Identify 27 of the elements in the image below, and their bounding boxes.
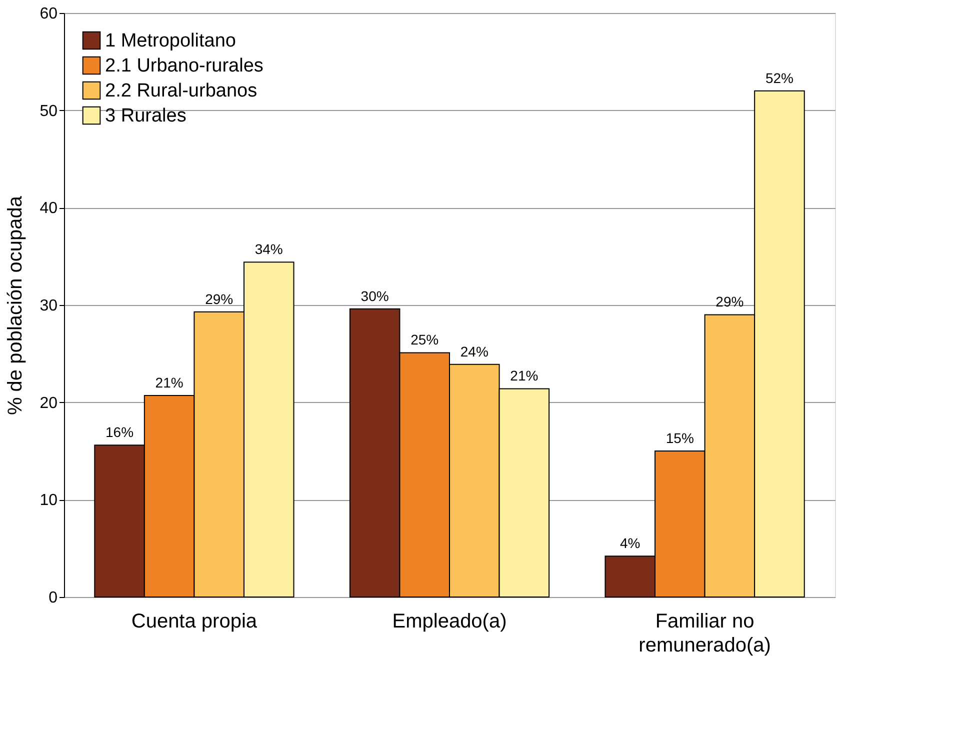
y-tick-label: 20: [40, 394, 58, 412]
legend-label: 3 Rurales: [105, 106, 186, 126]
data-label: 25%: [410, 332, 439, 348]
y-tick-label: 60: [40, 6, 58, 22]
y-tick-label: 50: [40, 102, 58, 120]
data-label: 15%: [666, 430, 694, 446]
legend-label: 1 Metropolitano: [105, 30, 236, 52]
y-axis-title: % de población ocupada: [4, 195, 27, 416]
data-label: 21%: [155, 374, 184, 391]
data-label: 4%: [620, 535, 640, 552]
data-label: 29%: [205, 290, 234, 307]
data-label: 21%: [510, 368, 538, 384]
legend-label: 2.2 Rural-urbanos: [105, 80, 258, 102]
legend-label: 2.1 Urbano-rurales: [105, 56, 264, 76]
y-tick-label: 10: [40, 492, 58, 510]
data-label: 29%: [716, 294, 744, 310]
y-tick-label: 0: [48, 590, 58, 606]
y-tick-label: 30: [40, 298, 58, 314]
data-label: 30%: [360, 288, 389, 304]
data-label: 24%: [460, 343, 488, 360]
data-label: 16%: [106, 424, 134, 440]
data-label: 34%: [254, 241, 283, 258]
data-label: 52%: [765, 70, 794, 86]
x-tick-label: Empleado(a): [392, 610, 507, 632]
x-tick-label: Cuenta propia: [131, 610, 258, 632]
x-tick-label: Familiar no remunerado(a): [638, 610, 771, 656]
y-tick-label: 40: [40, 200, 58, 218]
